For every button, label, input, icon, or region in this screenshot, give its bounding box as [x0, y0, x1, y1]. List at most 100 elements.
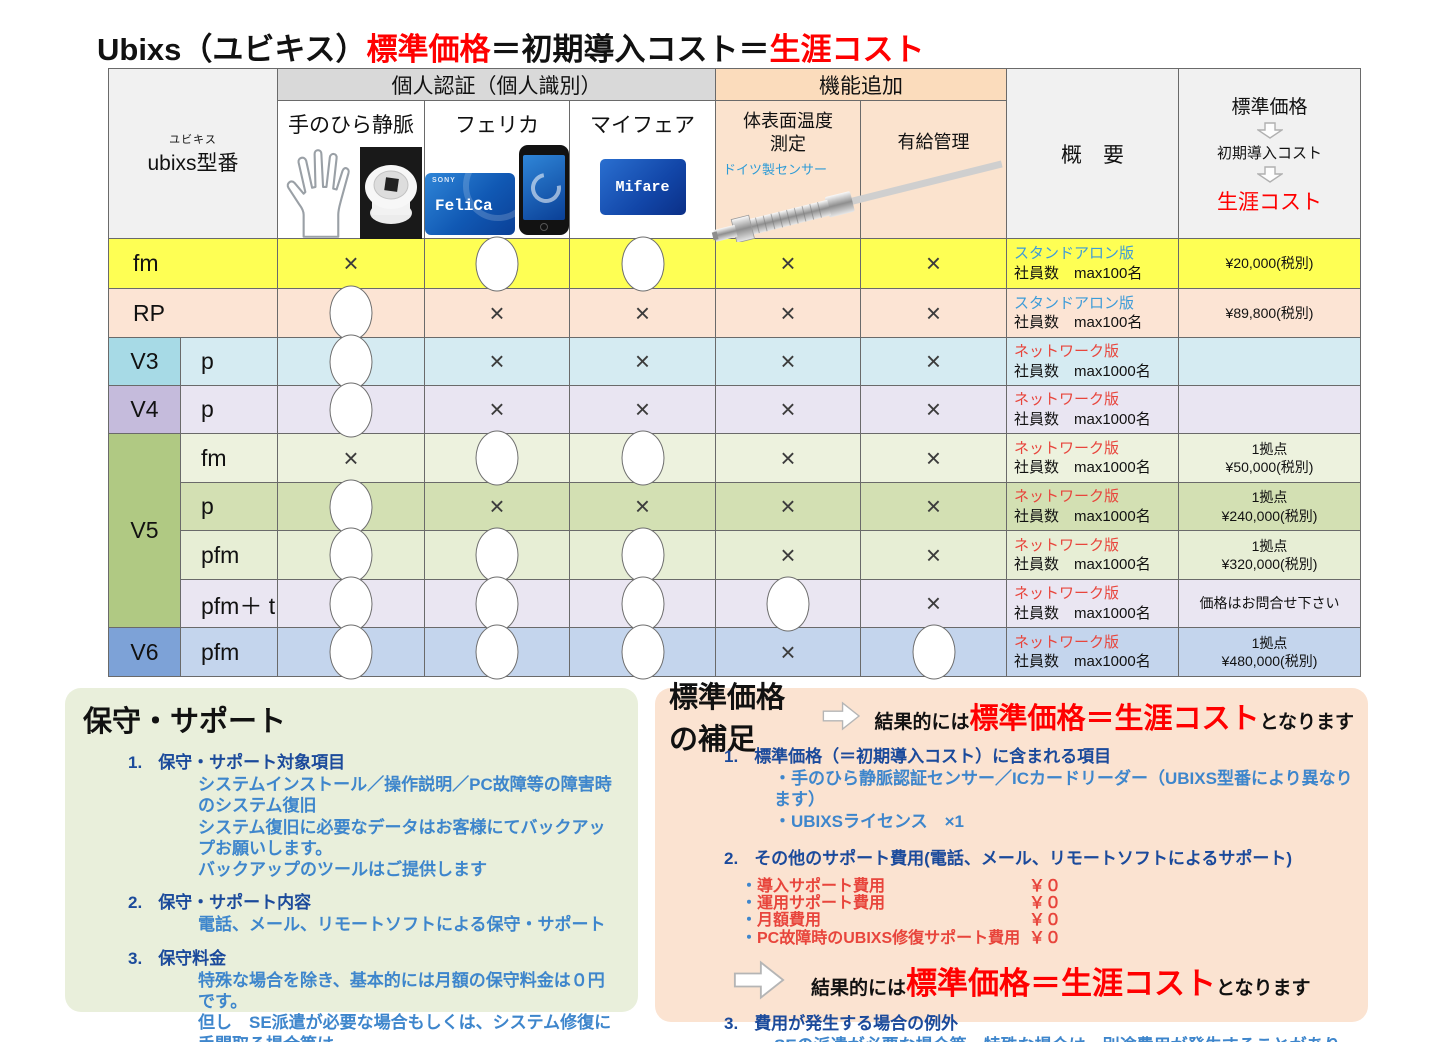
- model-cell: V4: [109, 386, 181, 434]
- edition-label: ネットワーク版: [1014, 536, 1120, 554]
- mark-cell-temp: ×: [716, 289, 861, 338]
- edition-label: ネットワーク版: [1014, 391, 1120, 408]
- support-item-2: 2. 保守・サポート内容 電話、メール、リモートソフトによる保守・サポート: [128, 893, 606, 935]
- down-arrow-icon: [1256, 165, 1283, 183]
- mark-cell-felica: ×: [425, 338, 570, 386]
- mark-cell-palm: [278, 386, 425, 434]
- mark-cell-temp: ×: [716, 483, 861, 531]
- mark-cell-temp: ×: [716, 239, 861, 289]
- edition-label: ネットワーク版: [1014, 439, 1120, 457]
- price-cell: [1179, 338, 1361, 386]
- model-cell: V6: [109, 628, 181, 677]
- addon-group-header: 機能追加: [716, 69, 1007, 101]
- mark-cell-palm: [278, 580, 425, 628]
- variant-cell: p: [181, 338, 278, 386]
- price-cell: 1拠点 ¥480,000(税別): [1179, 628, 1361, 677]
- mark-cell-paid: ×: [861, 386, 1007, 434]
- price-note-title: 標準価格の補足: [669, 682, 786, 756]
- mark-cell-paid: ×: [861, 483, 1007, 531]
- mark-cell-mifare: ×: [570, 483, 716, 531]
- price-note-item-1: 1. 標準価格（＝初期導入コスト）に含まれる項目 ・手のひら静脈認証センサー／I…: [724, 747, 1353, 831]
- felica-images: SONY FeliCa: [425, 145, 569, 235]
- price-cell: 価格はお問合せ下さい: [1179, 580, 1361, 628]
- page-title: Ubixs（ユビキス）標準価格＝初期導入コスト＝生涯コスト: [97, 24, 925, 69]
- variant-cell: pfm: [181, 628, 278, 677]
- model-header-label: ubixs型番: [147, 151, 239, 175]
- price-cell: 1拠点 ¥240,000(税別): [1179, 483, 1361, 531]
- mark-cell-mifare: [570, 628, 716, 677]
- capacity-label: 社員数 max1000名: [1014, 604, 1151, 622]
- conclusion-line: 結果的には標準価格＝生涯コストとなります: [874, 703, 1354, 735]
- mark-cell-temp: ×: [716, 434, 861, 483]
- overview-column-header: 概 要: [1007, 69, 1179, 239]
- capacity-label: 社員数 max100名: [1014, 314, 1143, 331]
- overview-cell: ネットワーク版 社員数 max1000名: [1007, 434, 1179, 483]
- edition-label: ネットワーク版: [1014, 585, 1120, 602]
- price-cell: ¥89,800(税別): [1179, 289, 1361, 338]
- overview-cell: ネットワーク版 社員数 max1000名: [1007, 386, 1179, 434]
- model-column-header: ユビキス ubixs型番: [109, 69, 278, 239]
- mark-cell-paid: ×: [861, 580, 1007, 628]
- support-item-3: 3. 保守料金 特殊な場合を除き、基本的には月額の保守料金は０円です。 但し S…: [128, 948, 612, 1042]
- capacity-label: 社員数 max1000名: [1014, 459, 1151, 476]
- down-arrow-icon: [1256, 121, 1283, 139]
- felica-swirl-decoration: [463, 173, 515, 221]
- model-cell: V3: [109, 338, 181, 386]
- fee-list: ・ 導入サポート費用 ￥０ ・ 運用サポート費用 ￥０ ・ 月額費用 ￥０ ・ …: [741, 878, 1354, 947]
- mark-cell-paid: ×: [861, 289, 1007, 338]
- variant-cell: p: [181, 483, 278, 531]
- variant-cell: p: [181, 386, 278, 434]
- mark-cell-palm: ×: [278, 434, 425, 483]
- capacity-label: 社員数 max1000名: [1014, 410, 1151, 428]
- mark-cell-palm: [278, 483, 425, 531]
- model-cell: RP: [109, 289, 278, 338]
- fee-row: ・ 導入サポート費用 ￥０: [741, 877, 1062, 895]
- capacity-label: 社員数 max1000名: [1014, 653, 1151, 670]
- mark-cell-palm: [278, 338, 425, 386]
- mark-cell-palm: ×: [278, 239, 425, 289]
- mark-cell-mifare: ×: [570, 289, 716, 338]
- variant-cell: fm: [181, 434, 278, 483]
- temperature-column-header: 体表面温度 測定 ドイツ製センサー: [716, 101, 861, 239]
- price-header-lifetime: 生涯コスト: [1217, 190, 1322, 214]
- mark-cell-mifare: ×: [570, 338, 716, 386]
- edition-label: スタンドアロン版: [1014, 245, 1135, 262]
- title-product: Ubixs（ユビキス）: [97, 32, 367, 67]
- felica-column-header: フェリカ SONY FeliCa スマホ（felica搭載）: [425, 101, 570, 255]
- mark-cell-mifare: [570, 434, 716, 483]
- variant-cell: pfm＋ t: [181, 580, 278, 628]
- price-note-section: 標準価格の補足 結果的には標準価格＝生涯コストとなります 1. 標準価格（＝初期…: [655, 682, 1368, 1042]
- overview-cell: スタンドアロン版 社員数 max100名: [1007, 289, 1179, 338]
- fee-row: ・ PC故障時のUBIXS修復サポート費用 ￥０: [741, 929, 1062, 947]
- auth-group-header: 個人認証（個人識別）: [278, 69, 716, 101]
- title-equals-initial: ＝初期導入コスト＝: [490, 32, 770, 67]
- mark-cell-paid: ×: [861, 531, 1007, 580]
- mark-cell-mifare: [570, 239, 716, 289]
- price-header-initial: 初期導入コスト: [1216, 144, 1322, 162]
- overview-cell: ネットワーク版 社員数 max1000名: [1007, 338, 1179, 386]
- price-column-header: 標準価格 初期導入コスト 生涯コスト: [1179, 69, 1361, 239]
- capacity-label: 社員数 max100名: [1014, 264, 1143, 282]
- right-arrow-icon: [822, 701, 861, 731]
- price-cell: ¥20,000(税別): [1179, 239, 1361, 289]
- overview-cell: ネットワーク版 社員数 max1000名: [1007, 580, 1179, 628]
- support-title: 保守・サポート: [83, 706, 287, 738]
- model-cell-v5-group: V5: [109, 434, 181, 628]
- mark-cell-felica: [425, 628, 570, 677]
- mark-cell-felica: [425, 580, 570, 628]
- temperature-sensor-caption: ドイツ製センサー: [723, 162, 828, 177]
- hand-outline-image: [286, 149, 350, 238]
- mark-cell-temp: [716, 580, 861, 628]
- mark-cell-palm: [278, 289, 425, 338]
- mifare-card-image: Mifare: [599, 159, 686, 215]
- mark-cell-palm: [278, 531, 425, 580]
- title-standard-price: 標準価格: [366, 32, 491, 67]
- edition-label: スタンドアロン版: [1014, 294, 1135, 312]
- right-arrow-icon: [733, 960, 785, 1000]
- palm-vein-sensor-image: [360, 147, 422, 239]
- mark-cell-paid: ×: [861, 239, 1007, 289]
- mifare-column-header: マイフェア Mifare: [570, 101, 716, 239]
- edition-label: ネットワーク版: [1014, 343, 1120, 360]
- capacity-label: 社員数 max1000名: [1014, 362, 1151, 380]
- paid-leave-column-header: 有給管理: [861, 101, 1007, 239]
